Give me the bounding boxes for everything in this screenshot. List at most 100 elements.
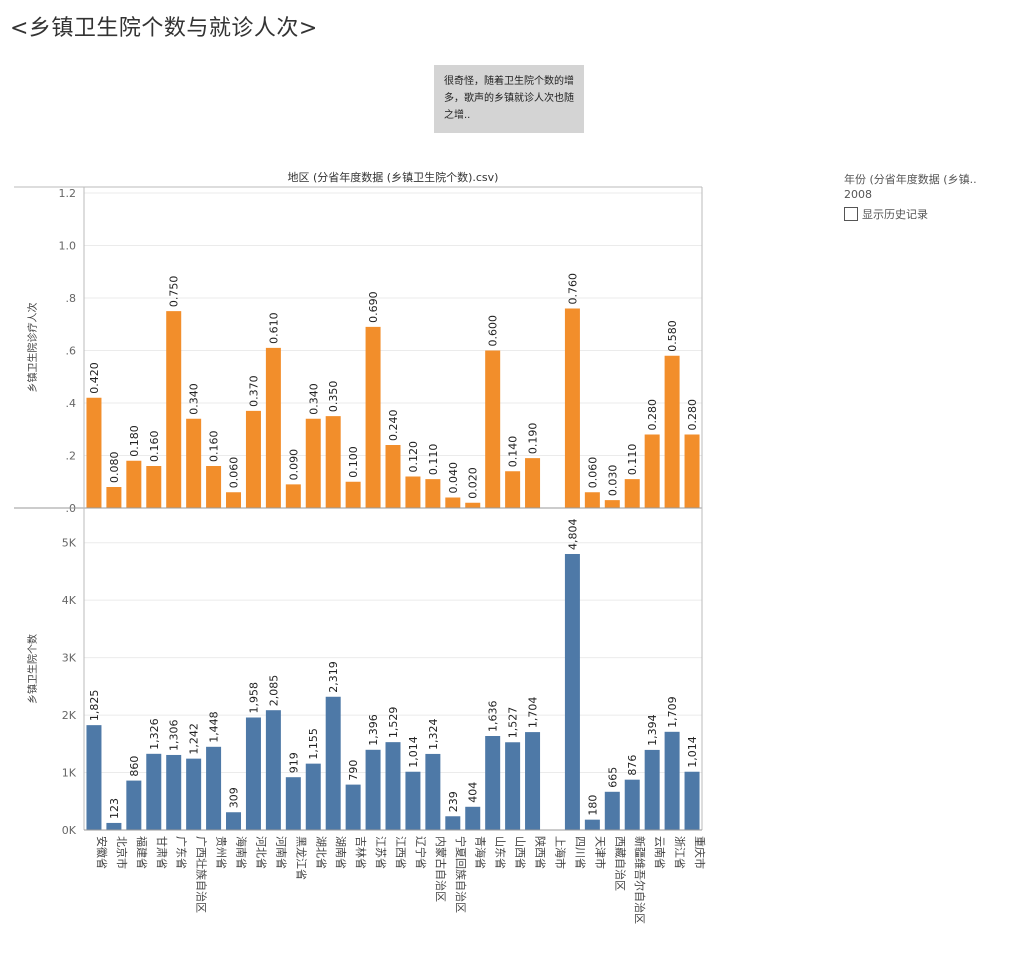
legend-year-value: 2008 — [844, 188, 872, 201]
x-tick-label: 海南省 — [235, 836, 249, 869]
data-label: 0.370 — [247, 375, 260, 407]
x-tick-label: 广东省 — [175, 836, 188, 869]
data-label: 1,529 — [387, 707, 400, 739]
data-label: 4,804 — [566, 518, 579, 550]
column-header: 地区 (分省年度数据 (乡镇卫生院个数).csv) — [288, 170, 499, 184]
data-label: 0.750 — [168, 276, 181, 308]
bar — [305, 763, 321, 830]
bar — [525, 458, 541, 508]
x-tick-label: 山西省 — [514, 836, 527, 869]
bar — [604, 791, 620, 830]
x-tick-label: 江苏省 — [374, 836, 387, 869]
x-tick-label: 内蒙古自治区 — [434, 836, 448, 902]
history-checkbox[interactable] — [844, 207, 858, 221]
x-tick-label: 新疆维吾尔自治区 — [633, 836, 647, 924]
x-tick-label: 山东省 — [494, 836, 507, 869]
y-tick-label: 4K — [62, 594, 77, 607]
data-label: 1,306 — [168, 719, 181, 751]
bar — [285, 777, 301, 830]
bar — [465, 806, 481, 830]
bar — [405, 771, 421, 830]
bar — [684, 771, 700, 830]
bar — [485, 350, 501, 508]
bar — [166, 311, 182, 508]
data-label: 0.690 — [367, 291, 380, 323]
bar — [445, 816, 461, 830]
data-label: 0.110 — [626, 444, 639, 476]
bar — [146, 466, 162, 508]
bar — [664, 355, 680, 508]
bar — [186, 418, 202, 508]
bar — [226, 812, 242, 830]
data-label: 0.060 — [228, 457, 241, 489]
x-tick-label: 上海市 — [553, 836, 567, 869]
x-tick-label: 天津市 — [593, 836, 607, 869]
x-tick-label: 浙江省 — [673, 836, 686, 869]
bar — [325, 696, 341, 830]
bar — [265, 347, 281, 508]
x-tick-label: 黑龙江省 — [294, 836, 307, 880]
bar — [644, 749, 660, 830]
data-label: 1,958 — [247, 682, 260, 714]
y-tick-label: .6 — [66, 345, 77, 358]
data-label: 1,155 — [307, 728, 320, 760]
x-tick-label: 湖南省 — [334, 836, 347, 869]
data-label: 0.060 — [586, 457, 599, 489]
data-label: 0.240 — [387, 410, 400, 442]
bar — [245, 410, 261, 508]
data-label: 876 — [626, 755, 639, 776]
bar — [126, 460, 142, 508]
bar — [166, 754, 182, 830]
data-label: 0.140 — [507, 436, 520, 468]
data-label: 0.120 — [407, 441, 420, 473]
data-label: 0.090 — [287, 449, 300, 481]
data-label: 0.610 — [267, 312, 280, 344]
bar — [564, 553, 580, 830]
data-label: 0.180 — [128, 425, 141, 457]
y-axis-title: 乡镇卫生院个数 — [26, 634, 39, 704]
data-label: 790 — [347, 760, 360, 781]
x-tick-label: 四川省 — [573, 836, 586, 869]
data-label: 2,319 — [327, 661, 340, 693]
bar — [86, 397, 102, 508]
bar — [146, 753, 162, 830]
bar — [425, 753, 441, 830]
bar — [525, 732, 541, 830]
data-label: 0.110 — [427, 444, 440, 476]
show-history-toggle[interactable]: 显示历史记录 — [844, 206, 977, 222]
data-label: 1,394 — [646, 714, 659, 746]
bar — [345, 481, 361, 508]
bar — [265, 710, 281, 830]
bar — [584, 819, 600, 830]
bar — [365, 749, 381, 830]
data-label: 180 — [586, 795, 599, 816]
bar — [445, 497, 461, 508]
data-label: 0.350 — [327, 381, 340, 413]
bar — [624, 479, 640, 508]
bar — [305, 418, 321, 508]
data-label: 1,324 — [427, 718, 440, 750]
bar — [644, 434, 660, 508]
y-tick-label: .4 — [66, 397, 77, 410]
bar — [604, 500, 620, 508]
x-tick-label: 甘肃省 — [155, 836, 168, 869]
year-filter-legend: 年份 (分省年度数据 (乡镇.. 2008 显示历史记录 — [844, 172, 977, 222]
data-label: 0.080 — [108, 452, 121, 484]
data-label: 0.600 — [487, 315, 500, 347]
y-tick-label: 1.0 — [59, 240, 77, 253]
data-label: 1,825 — [88, 690, 101, 722]
bar — [485, 736, 501, 830]
data-label: 239 — [447, 791, 460, 812]
bar — [385, 742, 401, 830]
bar — [285, 484, 301, 508]
data-label: 0.190 — [527, 423, 540, 455]
x-tick-label: 宁夏回族自治区 — [454, 836, 468, 913]
bar — [106, 822, 122, 830]
x-tick-label: 福建省 — [135, 836, 149, 869]
y-tick-label: .2 — [66, 450, 77, 463]
data-label: 1,242 — [188, 723, 201, 755]
data-label: 1,448 — [208, 711, 221, 743]
data-label: 0.030 — [606, 465, 619, 497]
data-label: 1,326 — [148, 718, 161, 750]
data-label: 1,014 — [407, 736, 420, 768]
